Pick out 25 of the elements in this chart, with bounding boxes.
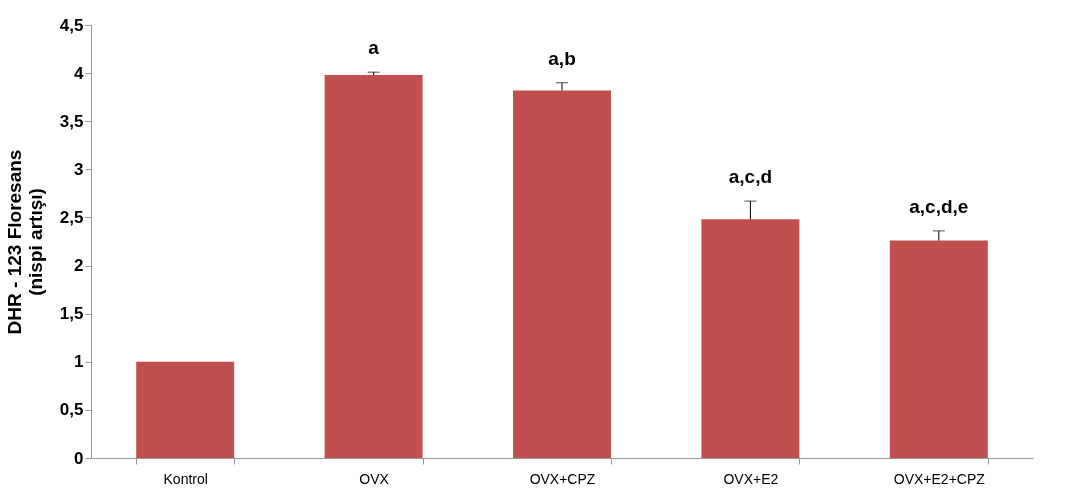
y-tick-label: 1 — [74, 352, 84, 372]
bar — [513, 90, 611, 458]
y-tick-label: 0,5 — [59, 400, 84, 420]
x-tick-label: OVX+CPZ — [529, 470, 596, 487]
annotation: a — [368, 37, 380, 59]
annotation: a,c,d,e — [909, 195, 969, 217]
annotation: a,c,d — [728, 166, 773, 188]
bar — [136, 361, 235, 458]
y-tick-label: 1,5 — [59, 304, 84, 324]
y-axis-title: DHR - 123 Floresans (nispi artışı) — [3, 149, 46, 335]
x-tick-label: OVX+E2+CPZ — [893, 470, 986, 487]
x-tick-label: OVX — [359, 470, 390, 487]
y-tick-label: 4,5 — [59, 15, 84, 35]
x-tick-label: Kontrol — [163, 470, 208, 487]
x-tick-label: OVX+E2 — [723, 470, 779, 487]
bar — [701, 219, 800, 458]
y-tick-label: 2 — [74, 256, 84, 276]
y-tick-label: 0 — [74, 448, 84, 468]
y-tick-label: 2,5 — [59, 207, 84, 227]
bar — [889, 240, 988, 458]
annotation: a,b — [548, 47, 576, 69]
y-tick-label: 3,5 — [59, 111, 84, 131]
bar — [324, 75, 423, 458]
y-tick-label: 3 — [74, 159, 84, 179]
y-tick-label: 4 — [74, 63, 85, 83]
